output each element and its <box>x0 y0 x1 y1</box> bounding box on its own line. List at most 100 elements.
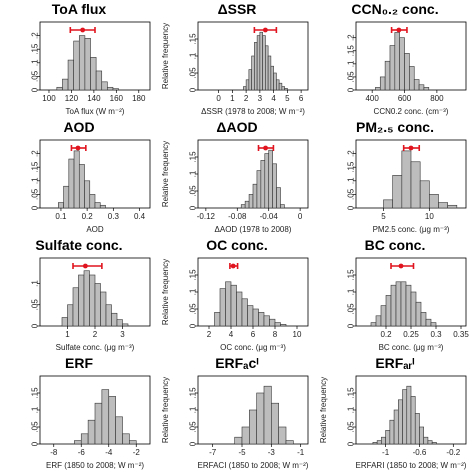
histogram-bar <box>78 35 86 91</box>
x-tick-label: 0.3 <box>430 330 442 339</box>
x-axis-label: ERFARI (1850 to 2008; W m⁻²) <box>356 461 467 470</box>
histogram-bar <box>219 288 226 327</box>
x-tick-label: 0 <box>298 212 303 221</box>
x-tick-label: 0.2 <box>380 330 392 339</box>
histogram-bar <box>425 318 432 327</box>
histogram-bar <box>112 88 119 91</box>
y-tick-label: .1 <box>31 406 40 413</box>
histogram-bar <box>251 55 255 91</box>
histogram-bar <box>101 389 110 445</box>
histogram-bar <box>84 38 91 91</box>
y-tick-label: .15 <box>189 33 198 45</box>
histogram-panel: AOD 0 .05 .1 .15 .2 0.1 0.2 0.3 0.4 AOD <box>31 119 151 234</box>
y-tick-label: 0 <box>347 323 356 328</box>
y-tick-label: .15 <box>31 387 40 399</box>
histogram-bar <box>423 87 430 91</box>
x-tick-label: 3 <box>120 330 125 339</box>
histogram-bar <box>278 82 283 91</box>
x-tick-label: 10 <box>425 212 434 221</box>
histogram-bar <box>370 322 377 327</box>
histogram-bar <box>405 284 412 327</box>
histogram-bar <box>115 416 123 445</box>
histogram-bar <box>280 204 285 209</box>
y-tick-label: .1 <box>347 406 356 413</box>
x-tick-label: 120 <box>65 94 79 103</box>
y-tick-label: .1 <box>189 288 198 295</box>
panel-title: ERFₐᴄᴵ <box>215 355 259 371</box>
x-tick-label: 6 <box>299 94 304 103</box>
x-axis-label: ΔAOD (1978 to 2008) <box>215 225 292 234</box>
y-tick-label: .1 <box>347 60 356 67</box>
histogram-bar <box>67 59 74 91</box>
y-tick-label: .1 <box>189 406 198 413</box>
histogram-bar <box>68 158 75 209</box>
histogram-bar <box>247 305 254 327</box>
y-tick-label: .05 <box>31 299 40 311</box>
histogram-bar <box>270 65 274 91</box>
y-tick-label: 0 <box>31 205 40 210</box>
x-axis-label: Sulfate conc. (μg m⁻³) <box>56 343 135 352</box>
histogram-bar <box>89 274 96 327</box>
histogram-bar <box>90 57 97 91</box>
histogram-bar <box>385 430 391 445</box>
panel-title: AOD <box>63 119 94 135</box>
histogram-bar <box>259 31 263 91</box>
x-tick-label: 2 <box>93 330 98 339</box>
histogram-bar <box>267 55 272 91</box>
y-tick-label: .2 <box>347 150 356 157</box>
histogram-bar <box>393 409 399 445</box>
x-tick-label: 160 <box>110 94 124 103</box>
histogram-bar <box>245 79 250 91</box>
y-tick-label: .15 <box>347 387 356 399</box>
x-tick-label: 4 <box>229 330 234 339</box>
histogram-bar <box>380 305 387 327</box>
x-tick-label: 2 <box>207 330 212 339</box>
y-tick-label: 0 <box>31 87 40 92</box>
histogram-bar <box>73 150 80 209</box>
histogram-bar <box>375 87 381 91</box>
histogram-bar <box>94 283 101 327</box>
histogram-bar <box>58 202 64 209</box>
histogram-panel: Sulfate conc. 0 .05 .1 1 2 3 Sulfate conc. (μg … <box>31 237 151 352</box>
histogram-bar <box>372 442 378 445</box>
histogram-bar <box>258 312 265 327</box>
histogram-bar <box>389 45 396 91</box>
histogram-bar <box>56 86 63 91</box>
x-axis-label: ERF (1850 to 2008; W m⁻²) <box>46 461 144 470</box>
y-tick-label: .05 <box>189 421 198 433</box>
x-tick-label: 0.2 <box>82 212 94 221</box>
x-axis-label: AOD <box>86 225 104 234</box>
y-tick-label: .05 <box>31 188 40 200</box>
histogram-bar <box>234 436 243 445</box>
histogram-bar <box>268 149 273 209</box>
x-axis-label: ToA flux (W m⁻²) <box>66 107 125 116</box>
interval-median-point <box>230 263 236 269</box>
interval-median-point <box>396 27 402 33</box>
histogram-bar <box>438 202 448 209</box>
histogram-bar <box>129 440 137 445</box>
interval-median-point <box>408 145 414 151</box>
x-tick-label: -0.2 <box>446 448 460 457</box>
interval-median-point <box>263 145 268 151</box>
histogram-bar <box>256 170 262 209</box>
x-axis-label: ERFACI (1850 to 2008; W m⁻²) <box>198 461 309 470</box>
interval-median-point <box>80 27 86 33</box>
panel-title: ToA flux <box>52 1 107 17</box>
histogram-bar <box>87 419 96 445</box>
histogram-bar <box>264 153 270 209</box>
histogram-bar <box>111 312 118 327</box>
histogram-bar <box>413 79 420 91</box>
histogram-bar <box>265 45 269 91</box>
histogram-bar <box>236 291 243 327</box>
x-axis-label: PM2.5 conc. (μg m⁻³) <box>373 225 450 234</box>
y-tick-label: .1 <box>31 177 40 184</box>
histogram-bar <box>399 37 405 91</box>
y-tick-label: .05 <box>31 70 40 82</box>
histogram-bar <box>394 32 400 91</box>
histogram-bar <box>243 86 247 91</box>
histogram-bar <box>272 163 277 209</box>
x-tick-label: 0.1 <box>55 212 67 221</box>
histogram-bar <box>284 88 288 91</box>
histogram-bar <box>384 60 391 91</box>
